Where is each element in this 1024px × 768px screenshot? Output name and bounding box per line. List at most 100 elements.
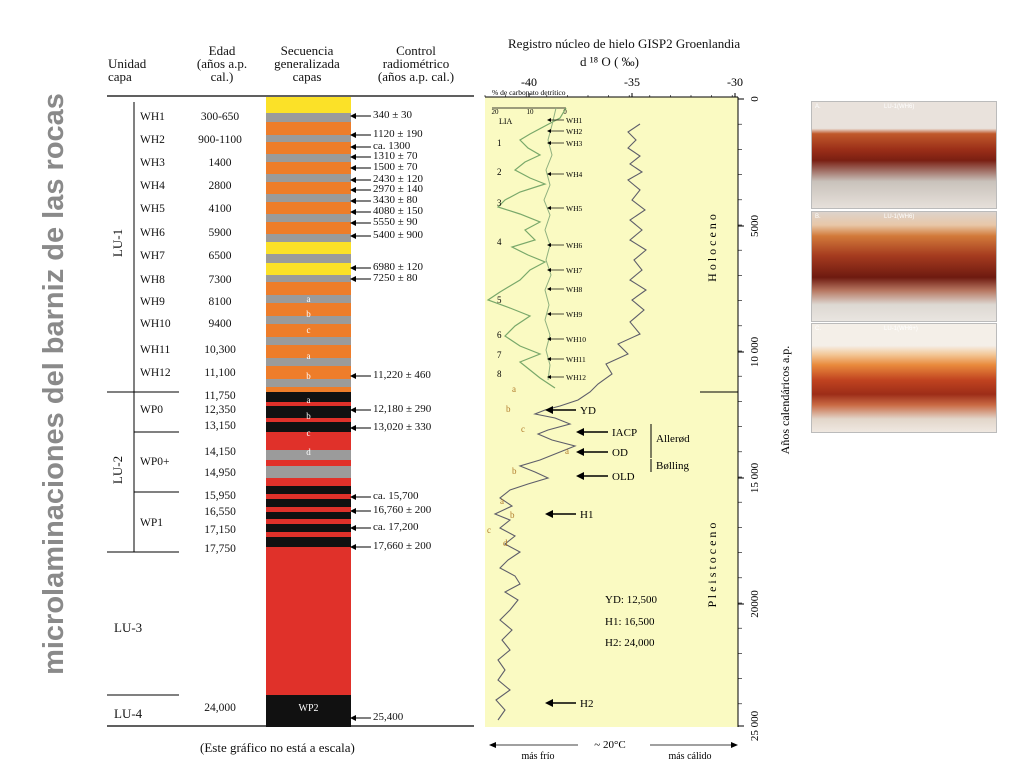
sublayer-label: WH6 — [140, 227, 165, 239]
sequence-band — [266, 422, 351, 432]
core-number: 7 — [497, 350, 502, 360]
carbonate-tick-label: 20 — [492, 108, 500, 116]
sequence-band — [266, 162, 351, 174]
curve-letter: d — [503, 538, 508, 548]
sequence-band — [266, 524, 351, 532]
sublayer-label: WH3 — [140, 157, 165, 169]
sequence-band — [266, 345, 351, 358]
event-arrowhead — [545, 406, 553, 414]
right-axis-label: Años calendáricos a.p. — [778, 346, 792, 455]
wh-mark-label: WH8 — [566, 285, 582, 294]
wh-mark-label: WH12 — [566, 373, 586, 382]
bottom-mid-label: ~ 20°C — [594, 739, 625, 751]
right-tick-label: 5000 — [749, 215, 761, 238]
curve-letter: c — [487, 525, 491, 535]
wh-mark-label: WH10 — [566, 335, 586, 344]
header-unidad: Unidad capa — [108, 56, 147, 84]
control-date: 16,760 ± 200 — [373, 504, 432, 516]
sequence-band — [266, 202, 351, 214]
sequence-letter: c — [307, 325, 311, 335]
control-date: 1310 ± 70 — [373, 150, 418, 162]
sublayer-age: 2800 — [208, 180, 232, 192]
core-title: Registro núcleo de hielo GISP2 Groenland… — [508, 36, 741, 51]
control-date: 13,020 ± 330 — [373, 421, 432, 433]
event-label: OD — [612, 447, 628, 459]
wh-mark-label: WH11 — [566, 355, 586, 364]
lu2-age: 17,750 — [204, 543, 236, 555]
photo-c: C. LU-1(WH6+) — [811, 323, 997, 433]
bottom-left-label: más frío — [521, 751, 554, 762]
carbonate-curve — [486, 107, 567, 389]
wh-mark-label: WH9 — [566, 310, 582, 319]
wh-mark-arrowhead — [547, 172, 551, 176]
wh-mark-arrowhead — [547, 337, 551, 341]
sequence-band — [266, 282, 351, 295]
control-date: 3430 ± 80 — [373, 194, 418, 206]
event-label: YD — [580, 405, 596, 417]
sequence-band — [266, 406, 351, 418]
right-tick-label: 10 000 — [749, 336, 761, 367]
sublayer-age: 1400 — [208, 157, 232, 169]
d18o-curve — [493, 123, 647, 721]
sequence-band — [266, 316, 351, 324]
control-arrowhead — [350, 165, 356, 171]
sequence-band — [266, 358, 351, 366]
control-date: 12,180 ± 290 — [373, 403, 432, 415]
control-arrowhead — [350, 525, 356, 531]
sequence-band — [266, 337, 351, 345]
sequence-band — [266, 234, 351, 242]
sequence-letter: b — [306, 309, 311, 319]
wh-mark-arrowhead — [547, 118, 551, 122]
event-label: H1 — [580, 509, 593, 521]
carbonate-label: % de carbonato detrítico — [492, 88, 566, 97]
sequence-band — [266, 122, 351, 135]
sublayer-label: WH1 — [140, 111, 165, 123]
core-number: 3 — [497, 198, 502, 208]
sequence-band — [266, 450, 351, 460]
sublayer-label: WH5 — [140, 203, 165, 215]
event-label: OLD — [612, 471, 635, 483]
sequence-letter: c — [307, 428, 311, 438]
sublayer-label: WH2 — [140, 134, 165, 146]
event-label: IACP — [612, 427, 637, 439]
wh-mark-label: WH3 — [566, 139, 582, 148]
holoceno-label: H o l o c e n o — [705, 214, 719, 282]
footnote: (Este gráfico no está a escala) — [200, 740, 355, 755]
curve-letter: c — [521, 424, 525, 434]
sequence-band — [266, 295, 351, 303]
wh-mark-arrowhead — [547, 312, 551, 316]
sequence-band — [266, 222, 351, 234]
sequence-band — [266, 97, 351, 113]
sequence-band — [266, 512, 351, 519]
wh-mark-label: WH6 — [566, 241, 582, 250]
control-arrowhead — [350, 494, 356, 500]
lu2-age: 17,150 — [204, 524, 236, 536]
wh-mark-label: WH2 — [566, 127, 582, 136]
curve-letter: b — [510, 510, 515, 520]
sublayer-label: WH10 — [140, 318, 171, 330]
control-date: 6980 ± 120 — [373, 261, 424, 273]
wh-mark-arrowhead — [547, 375, 551, 379]
curve-letter: a — [512, 384, 516, 394]
wh-mark-arrowhead — [547, 129, 551, 133]
control-date: ca. 17,200 — [373, 521, 419, 533]
wp2-label: WP2 — [299, 703, 319, 714]
control-arrowhead — [350, 276, 356, 282]
sequence-band — [266, 402, 351, 406]
control-arrowhead — [350, 373, 356, 379]
photo-b: B. LU-1(WH6) — [811, 211, 997, 322]
sequence-band — [266, 263, 351, 275]
event-arrowhead — [576, 448, 584, 456]
wh-mark-label: WH1 — [566, 116, 582, 125]
summary-line: H1: 16,500 — [605, 616, 655, 628]
sequence-band — [266, 154, 351, 162]
core-panel — [485, 97, 738, 727]
control-arrowhead — [350, 715, 356, 721]
allerod-label: Allerød — [656, 433, 690, 445]
sequence-band — [266, 174, 351, 182]
control-date: 17,660 ± 200 — [373, 540, 432, 552]
right-tick-label: 15 000 — [749, 462, 761, 493]
control-date: ca. 1300 — [373, 140, 411, 152]
summary-line: YD: 12,500 — [605, 594, 657, 606]
